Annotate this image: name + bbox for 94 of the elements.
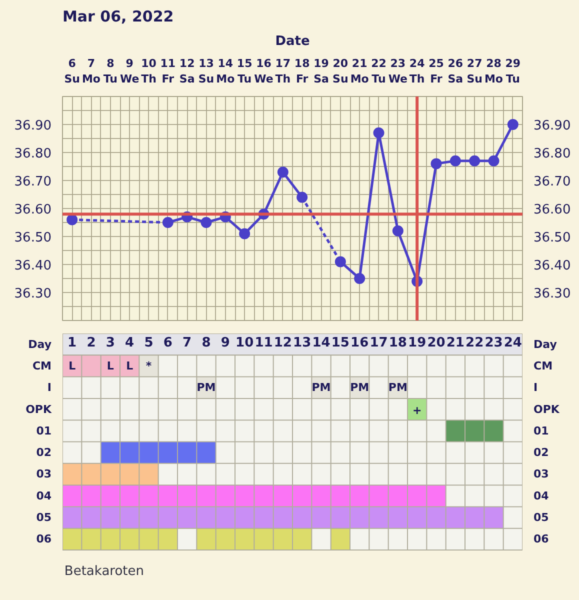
x-tick-label: 8 Tu: [103, 56, 118, 86]
x-tick-label: 23: [484, 336, 503, 350]
x-tick-label: 25 Fr: [428, 56, 444, 86]
x-tick-label: 15 Tu: [236, 56, 252, 86]
y-tick-label: OPK: [26, 402, 52, 416]
x-tick-label: 4: [125, 336, 134, 350]
x-tick-label: 17 Th: [275, 56, 291, 86]
x-tick-label: 18: [388, 336, 407, 350]
y-tick-label: 03: [36, 468, 52, 481]
x-tick-label: 16 We: [254, 56, 274, 86]
x-tick-label: 11: [254, 336, 273, 350]
y-tick-label: 05: [36, 511, 52, 524]
x-tick-label: 18 Fr: [294, 56, 310, 86]
y-tick-label: 36.80: [14, 146, 52, 162]
x-tick-label: 23 We: [388, 56, 408, 86]
x-tick-label: 14 Mo: [216, 56, 236, 86]
x-tick-label: 19: [408, 336, 426, 350]
category-label: 01: [534, 424, 549, 438]
x-tick-label: 7 Mo: [82, 56, 101, 86]
x-tick-label: 11 Fr: [160, 56, 176, 86]
y-tick-label: 04: [36, 489, 52, 502]
x-tick-label: 22: [466, 336, 484, 350]
x-tick-label: 27 Su: [466, 56, 482, 86]
x-tick-label: 24 Th: [409, 56, 426, 86]
x-tick-label: 21: [446, 336, 464, 350]
x-tick-label: 24: [504, 336, 522, 350]
y-tick-label: 36.90: [14, 118, 52, 134]
x-tick-label: 15: [331, 336, 350, 350]
y2-tick-label: 36.70: [534, 174, 571, 190]
y-tick-label: CM: [32, 359, 52, 372]
x-tick-label: 9: [220, 336, 230, 350]
category-label: 02: [534, 446, 549, 460]
y2-tick-label: 36.80: [534, 146, 571, 162]
x-tick-label: 5: [144, 336, 154, 350]
x-tick-label: 26 Sa: [448, 56, 464, 86]
x-tick-label: 6: [163, 336, 172, 350]
x-tick-label: 13 Su: [198, 56, 214, 86]
x-tick-label: 10: [236, 336, 254, 350]
category-label: 06: [534, 532, 549, 546]
y-tick-label: 36.50: [14, 230, 52, 246]
data-label: *: [146, 359, 152, 372]
annotation: L: [106, 359, 114, 372]
x-tick-label: 14: [312, 336, 330, 350]
x-tick-label: 20 Su: [332, 56, 348, 86]
data-label: PM: [312, 381, 331, 394]
y-tick-label: 36.70: [14, 174, 52, 190]
y2-tick-label: 36.30: [534, 286, 571, 302]
x-tick-label: 19 Sa: [314, 56, 329, 86]
x-tick-label: 17: [370, 336, 388, 350]
data-label: PM: [350, 381, 370, 394]
x-tick-label: 8: [202, 336, 211, 350]
x-tick-label: 12: [274, 336, 292, 350]
category-label: 03: [534, 468, 549, 481]
data-label: PM: [388, 381, 408, 394]
x-axis-title: Day: [28, 338, 52, 351]
y-tick-label: 36.40: [14, 258, 52, 274]
x-tick-label: 16: [350, 336, 369, 350]
x-tick-label: 7: [182, 336, 192, 350]
annotation: +: [412, 404, 422, 417]
category-label: CM: [534, 359, 553, 372]
annotation: L: [126, 359, 134, 372]
y2-tick-label: 36.50: [534, 230, 571, 246]
y-tick-label: 36.60: [14, 202, 52, 218]
y2-tick-label: 36.90: [534, 118, 571, 134]
x-tick-label: 20: [427, 336, 446, 350]
category-label: 04: [534, 489, 549, 502]
data-label: PM: [196, 381, 216, 394]
x-tick-label: 9 We: [120, 56, 140, 86]
chart-title: Mar 06, 2022: [62, 8, 174, 26]
x-tick-label: 2: [86, 336, 96, 350]
x-tick-label: 13: [293, 336, 312, 350]
y-tick-label: 06: [36, 532, 52, 546]
x-tick-label: 21 Mo: [350, 56, 370, 86]
x-axis-title: Date: [275, 34, 310, 49]
text: Day: [534, 338, 557, 351]
text: Betakaroten: [64, 564, 144, 580]
x-tick-label: 1: [68, 336, 77, 350]
x-tick-label: 6 Su: [64, 56, 80, 86]
y2-tick-label: 36.60: [534, 202, 571, 218]
category-label: 05: [534, 511, 549, 524]
y-tick-label: I: [47, 381, 52, 394]
annotation: L: [68, 359, 76, 372]
x-tick-label: 3: [106, 336, 115, 350]
x-tick-label: 28 Mo: [484, 56, 504, 86]
x-tick-label: 12 Sa: [179, 56, 195, 86]
y2-tick-label: 36.40: [534, 258, 571, 274]
y-tick-label: 02: [36, 446, 52, 460]
x-tick-label: 10 Th: [141, 56, 157, 86]
category-label: OPK: [534, 402, 560, 416]
x-tick-label: 22 Tu: [371, 56, 386, 86]
y-tick-label: 36.30: [14, 286, 52, 302]
x-tick-label: 29 Tu: [505, 56, 521, 86]
category-label: I: [534, 381, 538, 394]
y-tick-label: 01: [36, 424, 52, 438]
